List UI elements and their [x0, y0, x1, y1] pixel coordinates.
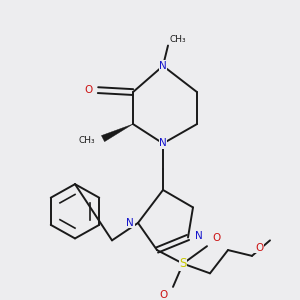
Text: N: N — [159, 138, 167, 148]
Text: N: N — [159, 61, 167, 71]
Text: N: N — [195, 232, 203, 242]
Text: O: O — [85, 85, 93, 95]
Polygon shape — [101, 124, 133, 142]
Text: O: O — [255, 243, 263, 253]
Text: CH₃: CH₃ — [170, 34, 187, 43]
Text: CH₃: CH₃ — [78, 136, 95, 145]
Text: N: N — [126, 218, 134, 228]
Text: S: S — [179, 257, 187, 270]
Text: O: O — [160, 290, 168, 300]
Text: O: O — [212, 233, 220, 243]
